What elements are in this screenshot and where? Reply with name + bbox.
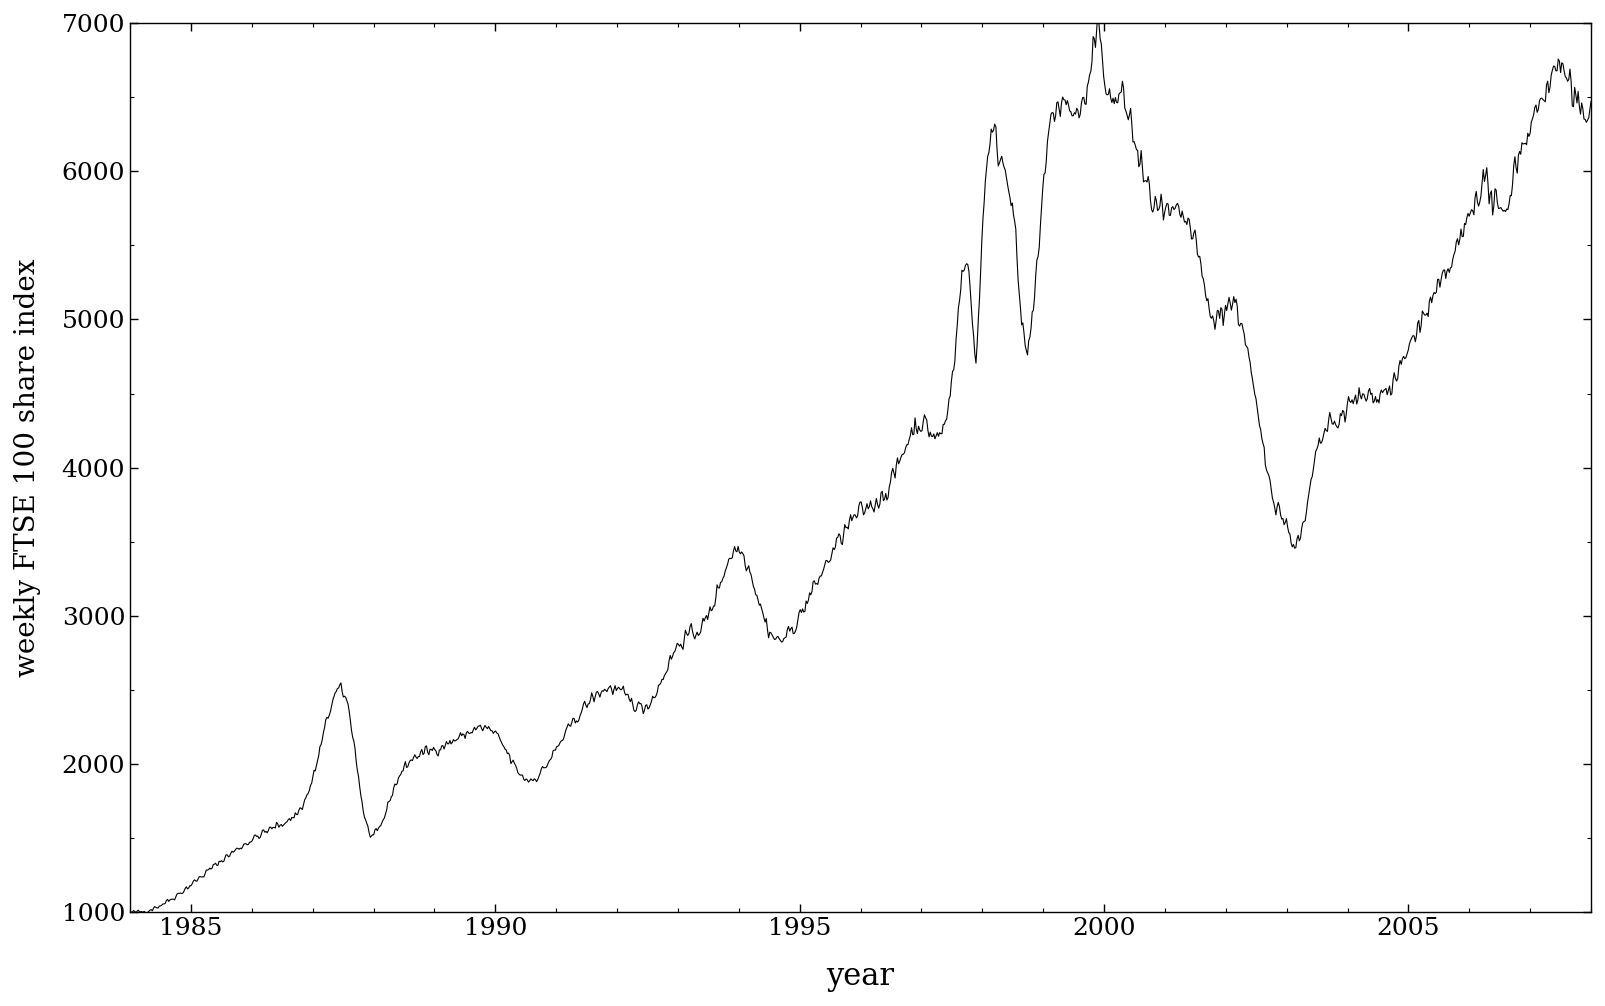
X-axis label: year: year bbox=[827, 961, 894, 992]
Y-axis label: weekly FTSE 100 share index: weekly FTSE 100 share index bbox=[14, 259, 40, 677]
